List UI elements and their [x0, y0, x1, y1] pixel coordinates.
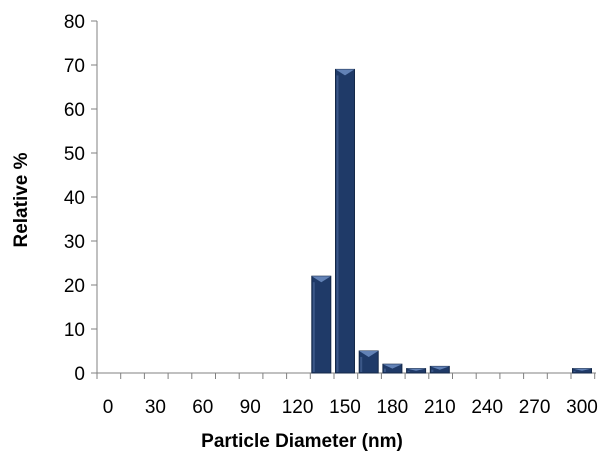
x-tick-label: 0	[103, 397, 114, 418]
y-axis: 0 10 20 30 40 50 60 70 80	[64, 12, 97, 385]
y-tick-label: 40	[64, 188, 85, 209]
x-tick-label: 180	[377, 397, 409, 418]
bar	[336, 69, 355, 373]
x-tick-label: 90	[240, 397, 261, 418]
x-tick-label: 270	[519, 397, 551, 418]
bar	[573, 369, 592, 373]
bar	[312, 276, 331, 373]
x-tick-label: 150	[329, 397, 361, 418]
y-tick-label: 10	[64, 320, 85, 341]
y-tick-label: 50	[64, 144, 85, 165]
bar	[430, 366, 449, 373]
x-axis-title: Particle Diameter (nm)	[201, 431, 403, 452]
x-tick-label: 240	[471, 397, 503, 418]
x-tick-label: 60	[192, 397, 213, 418]
x-tick-label: 120	[282, 397, 314, 418]
x-axis: 0 30 60 90 120 150 180 210 240 270 300	[97, 373, 598, 418]
y-tick-label: 20	[64, 276, 85, 297]
bar	[407, 369, 426, 373]
x-tick-label: 300	[566, 397, 598, 418]
bar	[383, 364, 402, 373]
y-tick-label: 0	[74, 364, 85, 385]
y-tick-label: 60	[64, 100, 85, 121]
y-tick-label: 80	[64, 12, 85, 33]
y-axis-title: Relative %	[11, 152, 32, 247]
y-tick-label: 30	[64, 232, 85, 253]
x-tick-label: 30	[145, 397, 166, 418]
x-tick-label: 210	[424, 397, 456, 418]
bars	[312, 69, 592, 373]
bar	[359, 351, 378, 373]
y-tick-label: 70	[64, 56, 85, 77]
